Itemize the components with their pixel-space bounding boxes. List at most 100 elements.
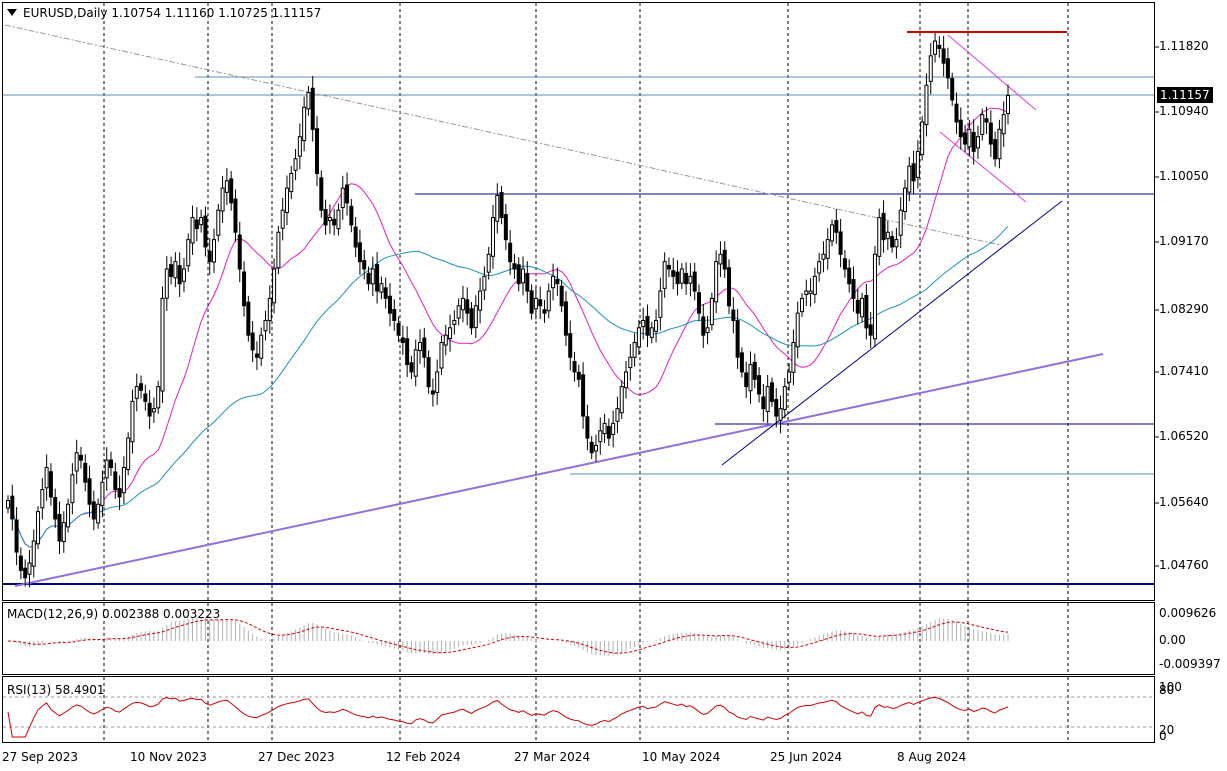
bear-candle [465,299,470,314]
bull-candle [70,474,75,504]
bull-candle [928,55,933,82]
bull-candle [36,511,41,545]
bear-candle [254,353,259,358]
bull-candle [860,297,865,318]
bear-candle [422,337,427,358]
bear-candle [139,383,144,391]
bear-candle [572,361,577,373]
bear-candle [731,309,736,321]
x-tick-label: 10 Nov 2023 [130,750,207,764]
bull-candle [456,305,461,319]
bull-candle [817,261,822,274]
bull-candle [306,92,311,110]
rsi-y-tick-label: 100 [1159,680,1182,694]
bear-candle [851,279,856,299]
bear-candle [838,231,843,255]
bull-candle [267,297,272,322]
bear-candle [250,332,255,351]
dropdown-triangle-icon[interactable] [7,9,17,16]
bull-candle [546,290,551,312]
bull-candle [714,261,719,303]
bull-candle [997,128,1002,160]
bull-candle [121,466,126,494]
bear-candle [954,103,959,123]
bull-candle [126,437,131,471]
bull-candle [628,356,633,369]
bull-candle [967,128,972,148]
bull-candle [134,386,139,399]
bear-candle [57,514,62,542]
bull-candle [624,371,629,389]
bear-candle [109,459,114,468]
bull-candle [611,422,616,436]
bull-candle [160,297,165,392]
bear-candle [237,234,242,270]
bear-candle [739,352,744,373]
bear-candle [945,58,950,79]
bull-candle [263,319,268,332]
bull-candle [872,253,877,340]
rsi-plot [3,696,1154,738]
bear-candle [177,265,182,285]
bear-candle [581,374,586,417]
bull-candle [74,452,79,472]
bear-candle [645,315,650,336]
bull-candle [825,239,830,259]
macd-y-tick-label: -0.009397 [1159,657,1221,671]
bull-candle [413,349,418,377]
bear-candle [881,212,886,241]
bear-candle [722,249,727,270]
bull-candle [448,327,453,339]
bull-candle [186,239,191,267]
bear-candle [937,44,942,49]
macd-y-tick-label: 0.00 [1159,633,1186,647]
bull-candle [31,540,36,567]
bull-candle [280,209,285,229]
falling-trendline-dotted [4,24,1001,246]
bull-candle [902,187,907,213]
bear-candle [91,501,96,520]
bull-candle [473,305,478,329]
bull-candle [812,275,817,295]
bull-candle [791,342,796,373]
bull-candle [173,261,178,279]
bull-candle [636,327,641,348]
bull-candle [297,136,302,157]
bear-candle [868,324,873,336]
bull-candle [551,275,556,289]
bull-candle [709,297,714,326]
bear-candle [143,393,148,402]
bear-candle [958,119,963,138]
y-tick-label: 1.07410 [1159,364,1209,378]
bear-candle [357,242,362,263]
bear-candle [666,264,671,270]
bear-candle [864,295,869,329]
bear-candle [203,215,208,248]
bull-candle [521,268,526,284]
bear-candle [696,292,701,314]
bear-candle [353,226,358,248]
symbol-header: EURUSD,Daily 1.10754 1.11160 1.10725 1.1… [23,6,322,20]
bear-candle [606,425,611,439]
bull-candle [787,371,792,383]
bull-candle [418,342,423,352]
bull-candle [66,503,71,528]
bull-candle [443,334,448,346]
x-tick-label: 12 Feb 2024 [386,750,461,764]
bear-candle [941,48,946,64]
bear-candle [48,471,53,498]
bull-candle [885,231,890,240]
bull-candle [181,268,186,282]
bull-candle [679,268,684,284]
bear-candle [23,567,28,579]
bull-candle [1006,95,1010,115]
bear-candle [559,285,564,307]
bull-candle [975,136,980,149]
bull-candle [478,290,483,311]
bear-candle [525,272,530,292]
bear-candle [963,132,968,145]
bear-candle [834,220,839,233]
bear-candle [229,178,234,204]
bull-candle [804,290,809,295]
